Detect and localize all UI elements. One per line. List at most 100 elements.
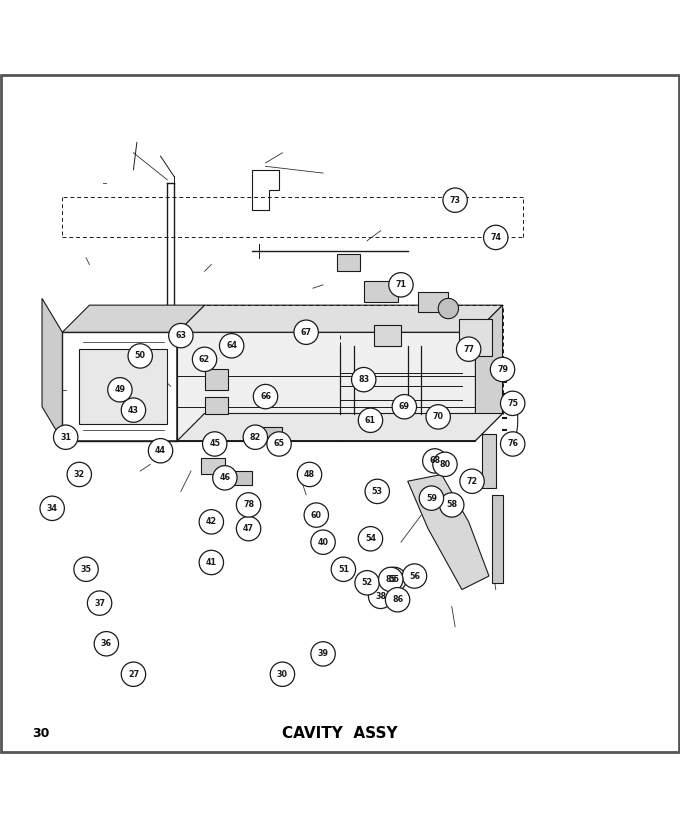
Circle shape	[67, 462, 91, 486]
Circle shape	[500, 391, 525, 415]
Circle shape	[483, 225, 508, 250]
Circle shape	[369, 584, 393, 609]
Text: 42: 42	[206, 518, 217, 526]
Circle shape	[304, 503, 328, 528]
Text: 38: 38	[375, 592, 386, 601]
Text: 65: 65	[273, 439, 284, 448]
Text: 32: 32	[73, 470, 85, 479]
Text: 48: 48	[304, 470, 315, 479]
Circle shape	[169, 323, 193, 348]
Text: 78: 78	[243, 500, 254, 509]
Circle shape	[392, 394, 417, 419]
Circle shape	[460, 469, 484, 494]
Circle shape	[243, 425, 267, 449]
Circle shape	[107, 378, 132, 402]
Text: 40: 40	[318, 538, 328, 547]
Text: 64: 64	[226, 342, 237, 351]
Circle shape	[54, 425, 78, 449]
Circle shape	[192, 347, 217, 371]
Circle shape	[432, 452, 457, 476]
Circle shape	[121, 662, 146, 686]
Text: 44: 44	[155, 447, 166, 455]
Text: 45: 45	[209, 439, 220, 448]
Text: 47: 47	[243, 524, 254, 533]
Bar	[201, 457, 225, 475]
Polygon shape	[177, 332, 475, 441]
Circle shape	[213, 466, 237, 490]
Text: 50: 50	[135, 351, 146, 361]
Circle shape	[500, 432, 525, 457]
Circle shape	[294, 320, 318, 344]
Text: 66: 66	[260, 392, 271, 401]
Circle shape	[443, 188, 467, 213]
Circle shape	[379, 567, 403, 591]
Text: 58: 58	[446, 500, 458, 509]
Text: 72: 72	[466, 476, 477, 485]
Circle shape	[358, 527, 383, 551]
Circle shape	[267, 432, 291, 457]
Text: 80: 80	[439, 460, 451, 469]
Text: 39: 39	[318, 649, 328, 658]
Text: 61: 61	[365, 416, 376, 425]
Text: 67: 67	[301, 327, 311, 337]
Text: 60: 60	[311, 510, 322, 519]
Text: 51: 51	[338, 565, 349, 574]
Text: 41: 41	[206, 558, 217, 567]
Circle shape	[331, 557, 356, 581]
Text: 27: 27	[128, 670, 139, 679]
Circle shape	[365, 479, 390, 504]
Bar	[205, 397, 228, 414]
Circle shape	[270, 662, 294, 686]
Text: 68: 68	[429, 457, 441, 466]
Circle shape	[382, 567, 407, 591]
Polygon shape	[177, 414, 503, 441]
Bar	[205, 370, 228, 390]
Text: 30: 30	[277, 670, 288, 679]
Circle shape	[311, 642, 335, 666]
Circle shape	[88, 591, 112, 615]
Circle shape	[311, 530, 335, 554]
Text: 52: 52	[362, 578, 373, 587]
Circle shape	[426, 404, 450, 429]
Text: 69: 69	[399, 402, 410, 411]
Text: 63: 63	[175, 331, 186, 340]
Bar	[418, 292, 448, 312]
Circle shape	[456, 337, 481, 361]
Bar	[458, 318, 492, 356]
Circle shape	[148, 438, 173, 463]
Text: 56: 56	[409, 571, 420, 581]
Circle shape	[237, 516, 260, 541]
Text: 37: 37	[94, 599, 105, 608]
Bar	[262, 427, 282, 437]
Polygon shape	[475, 305, 503, 441]
Circle shape	[423, 449, 447, 473]
Polygon shape	[63, 305, 205, 332]
Text: 53: 53	[372, 487, 383, 496]
Text: 76: 76	[507, 439, 518, 448]
Circle shape	[352, 367, 376, 392]
Text: 75: 75	[507, 399, 518, 408]
Circle shape	[438, 299, 458, 318]
Text: 70: 70	[432, 413, 443, 422]
Text: 55: 55	[389, 575, 400, 584]
Text: CAVITY  ASSY: CAVITY ASSY	[282, 725, 398, 741]
Circle shape	[389, 273, 413, 297]
Text: 73: 73	[449, 196, 460, 204]
Circle shape	[220, 333, 244, 358]
Polygon shape	[408, 475, 489, 590]
Bar	[337, 255, 360, 271]
Text: 34: 34	[47, 504, 58, 513]
Text: 46: 46	[220, 473, 231, 482]
Circle shape	[94, 632, 118, 656]
Polygon shape	[482, 434, 496, 488]
Text: 36: 36	[101, 639, 112, 648]
Circle shape	[237, 493, 260, 517]
Circle shape	[254, 385, 277, 409]
Text: 31: 31	[61, 433, 71, 442]
Circle shape	[121, 398, 146, 423]
Text: 71: 71	[396, 280, 407, 289]
Bar	[374, 326, 401, 346]
Text: 79: 79	[497, 365, 508, 374]
Circle shape	[199, 509, 224, 534]
Text: 30: 30	[32, 727, 49, 739]
